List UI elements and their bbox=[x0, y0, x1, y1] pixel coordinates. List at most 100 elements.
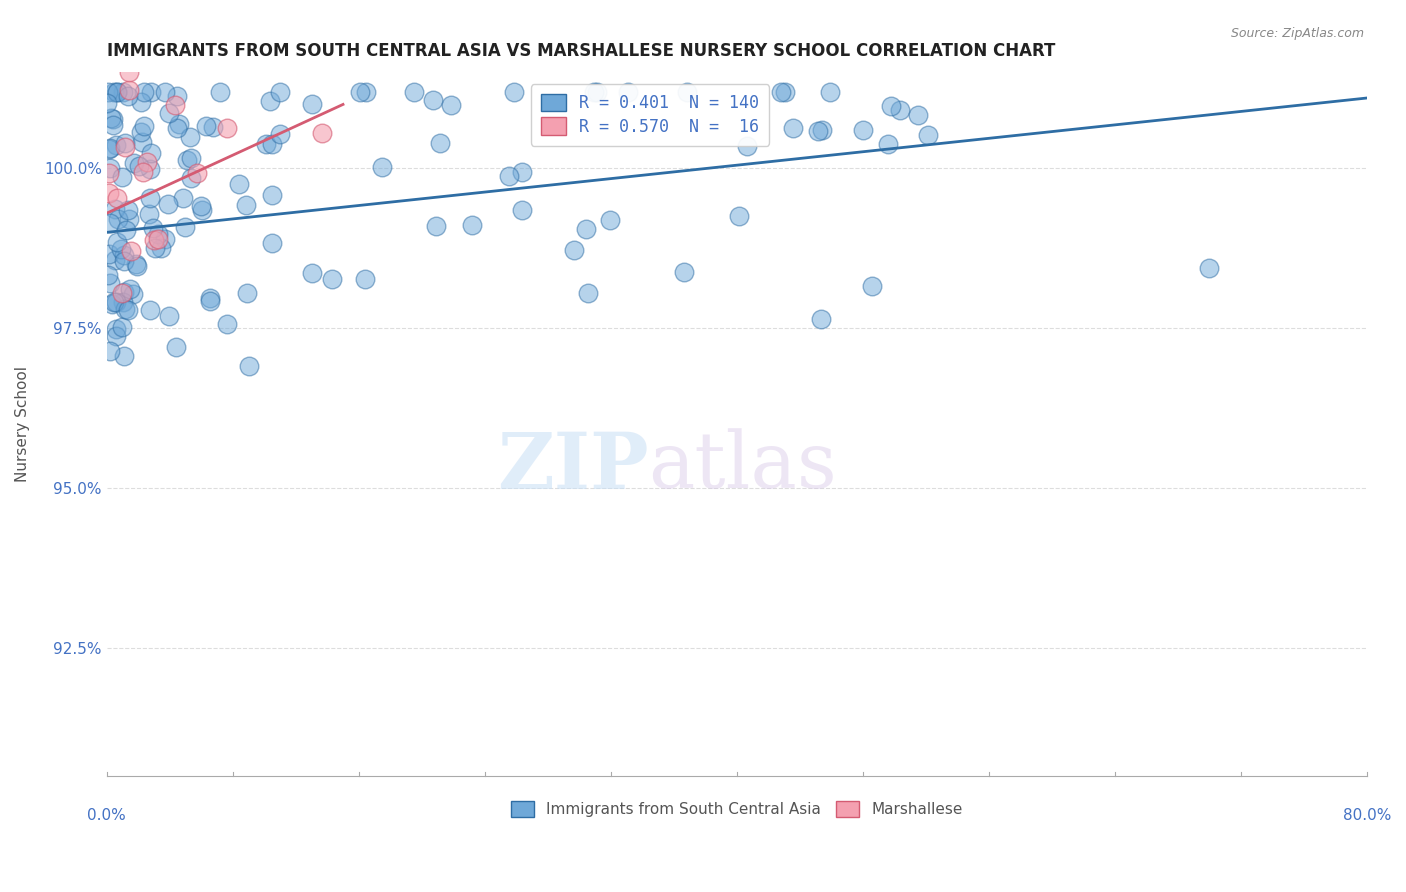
Point bbox=[111, 319, 134, 334]
Point bbox=[564, 243, 586, 257]
Point bbox=[157, 106, 180, 120]
Point bbox=[97, 142, 120, 156]
Point bbox=[782, 120, 804, 135]
Point bbox=[877, 136, 900, 151]
Point bbox=[616, 85, 638, 99]
Point bbox=[198, 291, 221, 305]
Point bbox=[1198, 260, 1220, 275]
Point bbox=[349, 85, 371, 99]
Point bbox=[97, 268, 120, 282]
Point bbox=[114, 222, 136, 236]
Point bbox=[236, 286, 259, 301]
Point bbox=[254, 136, 277, 151]
Point bbox=[301, 96, 323, 111]
Point bbox=[728, 209, 751, 223]
Text: atlas: atlas bbox=[648, 429, 838, 505]
Point bbox=[114, 136, 136, 150]
Point bbox=[860, 279, 883, 293]
Point bbox=[166, 88, 188, 103]
Point bbox=[117, 302, 139, 317]
Point bbox=[117, 202, 139, 217]
Point bbox=[186, 166, 208, 180]
Point bbox=[166, 341, 188, 355]
Point bbox=[200, 294, 222, 309]
Point bbox=[852, 123, 875, 137]
Point bbox=[120, 244, 142, 259]
Point bbox=[136, 154, 159, 169]
Point bbox=[139, 162, 162, 177]
Point bbox=[215, 121, 238, 136]
Point bbox=[139, 303, 162, 318]
Point bbox=[190, 199, 212, 213]
Point bbox=[100, 215, 122, 229]
Point bbox=[104, 202, 127, 216]
Point bbox=[105, 138, 128, 153]
Text: ZIP: ZIP bbox=[496, 428, 648, 505]
Point bbox=[97, 85, 120, 99]
Point bbox=[262, 236, 284, 251]
Point bbox=[907, 108, 929, 122]
Point bbox=[194, 119, 217, 133]
Point bbox=[429, 136, 451, 151]
Point bbox=[238, 359, 260, 373]
Point bbox=[141, 85, 163, 99]
Y-axis label: Nursery School: Nursery School bbox=[15, 367, 30, 483]
Point bbox=[98, 161, 121, 175]
Point bbox=[96, 96, 118, 111]
Point bbox=[157, 197, 180, 211]
Point bbox=[371, 160, 394, 174]
Point bbox=[104, 253, 127, 268]
Point bbox=[132, 119, 155, 133]
Point bbox=[498, 169, 520, 184]
Point bbox=[180, 171, 202, 186]
Point bbox=[166, 121, 188, 136]
Point bbox=[98, 165, 121, 179]
Point bbox=[440, 98, 463, 112]
Point bbox=[321, 272, 343, 286]
Point bbox=[111, 286, 134, 301]
Point bbox=[301, 266, 323, 280]
Point bbox=[269, 85, 291, 99]
Point bbox=[259, 94, 281, 108]
Point bbox=[98, 247, 121, 261]
Point bbox=[128, 159, 150, 173]
Legend: Immigrants from South Central Asia, Marshallese: Immigrants from South Central Asia, Mars… bbox=[503, 794, 970, 825]
Point bbox=[811, 123, 834, 137]
Point bbox=[163, 98, 186, 112]
Point bbox=[125, 259, 148, 273]
Point bbox=[217, 317, 239, 331]
Point bbox=[118, 82, 141, 96]
Point bbox=[153, 85, 176, 99]
Point bbox=[110, 242, 132, 256]
Point bbox=[575, 222, 598, 236]
Point bbox=[139, 145, 162, 160]
Point bbox=[228, 178, 250, 192]
Point bbox=[143, 241, 166, 255]
Point bbox=[104, 329, 127, 343]
Point bbox=[191, 202, 214, 217]
Point bbox=[769, 85, 792, 99]
Point bbox=[583, 85, 606, 99]
Point bbox=[425, 219, 447, 233]
Point bbox=[202, 120, 225, 135]
Point bbox=[311, 126, 333, 140]
Point bbox=[235, 198, 257, 212]
Point bbox=[146, 232, 169, 246]
Point bbox=[176, 153, 198, 167]
Point bbox=[112, 285, 135, 300]
Point bbox=[262, 188, 284, 202]
Point bbox=[917, 128, 939, 142]
Point bbox=[173, 220, 195, 235]
Point bbox=[98, 141, 121, 155]
Point bbox=[880, 98, 903, 112]
Point bbox=[209, 85, 232, 99]
Point bbox=[103, 295, 125, 310]
Point bbox=[131, 165, 153, 179]
Point bbox=[101, 118, 124, 132]
Point bbox=[146, 227, 169, 241]
Point bbox=[675, 85, 697, 99]
Point bbox=[510, 165, 533, 179]
Text: IMMIGRANTS FROM SOUTH CENTRAL ASIA VS MARSHALLESE NURSERY SCHOOL CORRELATION CHA: IMMIGRANTS FROM SOUTH CENTRAL ASIA VS MA… bbox=[107, 42, 1054, 60]
Point bbox=[117, 88, 139, 103]
Point bbox=[179, 130, 201, 145]
